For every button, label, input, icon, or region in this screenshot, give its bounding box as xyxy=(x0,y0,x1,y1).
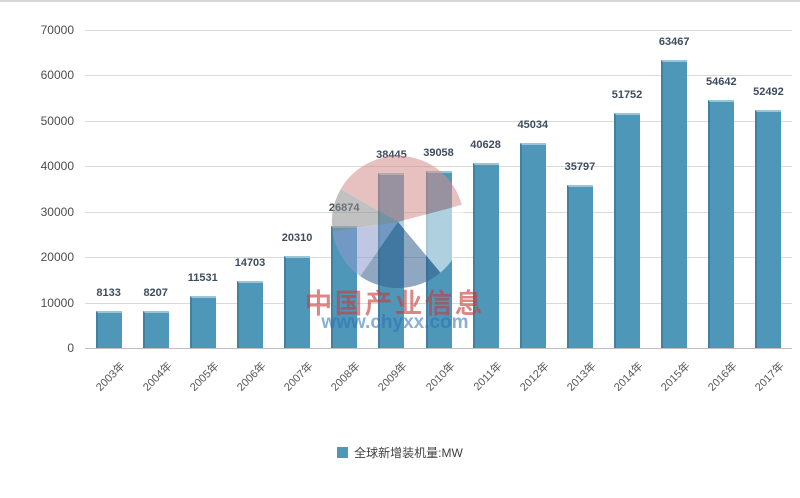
bar-value-label: 8207 xyxy=(143,286,168,299)
bar-value-label: 39058 xyxy=(423,146,454,159)
bar-value-label: 8133 xyxy=(96,287,121,300)
bar-2013年 xyxy=(566,185,593,348)
x-axis-tick-label: 2003年 xyxy=(93,360,128,394)
bar-value-label: 26874 xyxy=(328,201,360,214)
y-axis-tick-label: 0 xyxy=(67,341,74,355)
bar-2016年 xyxy=(708,99,735,348)
bar-value-label: 11531 xyxy=(187,271,218,284)
bar-2007年 xyxy=(284,255,311,348)
bar-value-label: 54642 xyxy=(706,75,737,88)
bar-2009年 xyxy=(378,173,405,348)
bar-2017年 xyxy=(755,109,782,348)
bar-2006年 xyxy=(237,281,263,348)
bar-value-label: 40628 xyxy=(470,139,501,152)
chart-legend: 全球新增装机量:MW xyxy=(0,444,800,461)
x-axis-tick-label: 2015年 xyxy=(659,360,693,394)
bar-2014年 xyxy=(614,112,640,348)
x-axis-tick-label: 2006年 xyxy=(235,360,269,394)
y-axis-tick-label: 10000 xyxy=(40,295,74,310)
bar-2010年 xyxy=(425,170,452,348)
x-axis-tick-label: 2012年 xyxy=(517,360,552,394)
image-top-border xyxy=(0,0,800,2)
legend-label: 全球新增装机量:MW xyxy=(354,446,463,460)
y-axis-tick-label: 40000 xyxy=(40,159,74,174)
bar-2004年 xyxy=(142,310,169,348)
x-axis-tick-label: 2008年 xyxy=(329,360,363,394)
gridline xyxy=(85,30,792,31)
legend-swatch xyxy=(337,447,349,458)
bar-2011年 xyxy=(472,163,499,348)
bar-value-label: 63467 xyxy=(658,35,690,48)
y-axis-tick-label: 70000 xyxy=(40,23,74,37)
x-axis-tick-label: 2013年 xyxy=(564,360,599,394)
x-axis-tick-label: 2017年 xyxy=(753,360,787,394)
y-axis-tick-label: 30000 xyxy=(40,204,74,219)
bar-value-label: 51752 xyxy=(611,88,643,101)
y-axis-tick-label: 50000 xyxy=(40,113,74,128)
bar-value-label: 52492 xyxy=(753,85,784,98)
bar-2008年 xyxy=(331,225,358,348)
gridline xyxy=(85,120,792,122)
x-axis-tick-label: 2007年 xyxy=(282,360,316,394)
bar-value-label: 35797 xyxy=(564,161,596,174)
y-axis-tick-label: 20000 xyxy=(40,250,74,265)
x-axis-tick-label: 2009年 xyxy=(376,360,410,394)
y-axis-tick-label: 60000 xyxy=(40,68,74,83)
bar-2015年 xyxy=(661,59,688,348)
x-axis-tick-label: 2010年 xyxy=(423,360,458,394)
x-axis-tick-label: 2011年 xyxy=(471,360,505,394)
bar-2005年 xyxy=(189,295,216,348)
bar-2012年 xyxy=(519,143,546,348)
x-axis-tick-label: 2004年 xyxy=(140,360,175,394)
gridline xyxy=(85,348,792,349)
x-axis-tick-label: 2016年 xyxy=(706,360,740,394)
x-axis-tick-label: 2005年 xyxy=(187,360,222,394)
bar-value-label: 20310 xyxy=(281,231,313,244)
gridline xyxy=(85,75,792,77)
x-axis-tick-label: 2014年 xyxy=(612,360,646,394)
bar-value-label: 14703 xyxy=(234,257,266,270)
bar-value-label: 45034 xyxy=(517,119,549,132)
bar-2003年 xyxy=(95,311,122,348)
